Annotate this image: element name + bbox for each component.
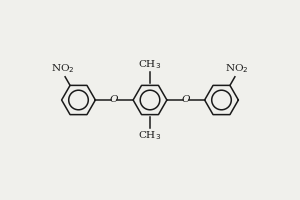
Text: O: O [110, 95, 118, 104]
Text: NO$_2$: NO$_2$ [51, 62, 75, 75]
Text: CH$_3$: CH$_3$ [138, 58, 162, 71]
Text: NO$_2$: NO$_2$ [225, 62, 249, 75]
Text: CH$_3$: CH$_3$ [138, 129, 162, 142]
Text: O: O [182, 95, 190, 104]
